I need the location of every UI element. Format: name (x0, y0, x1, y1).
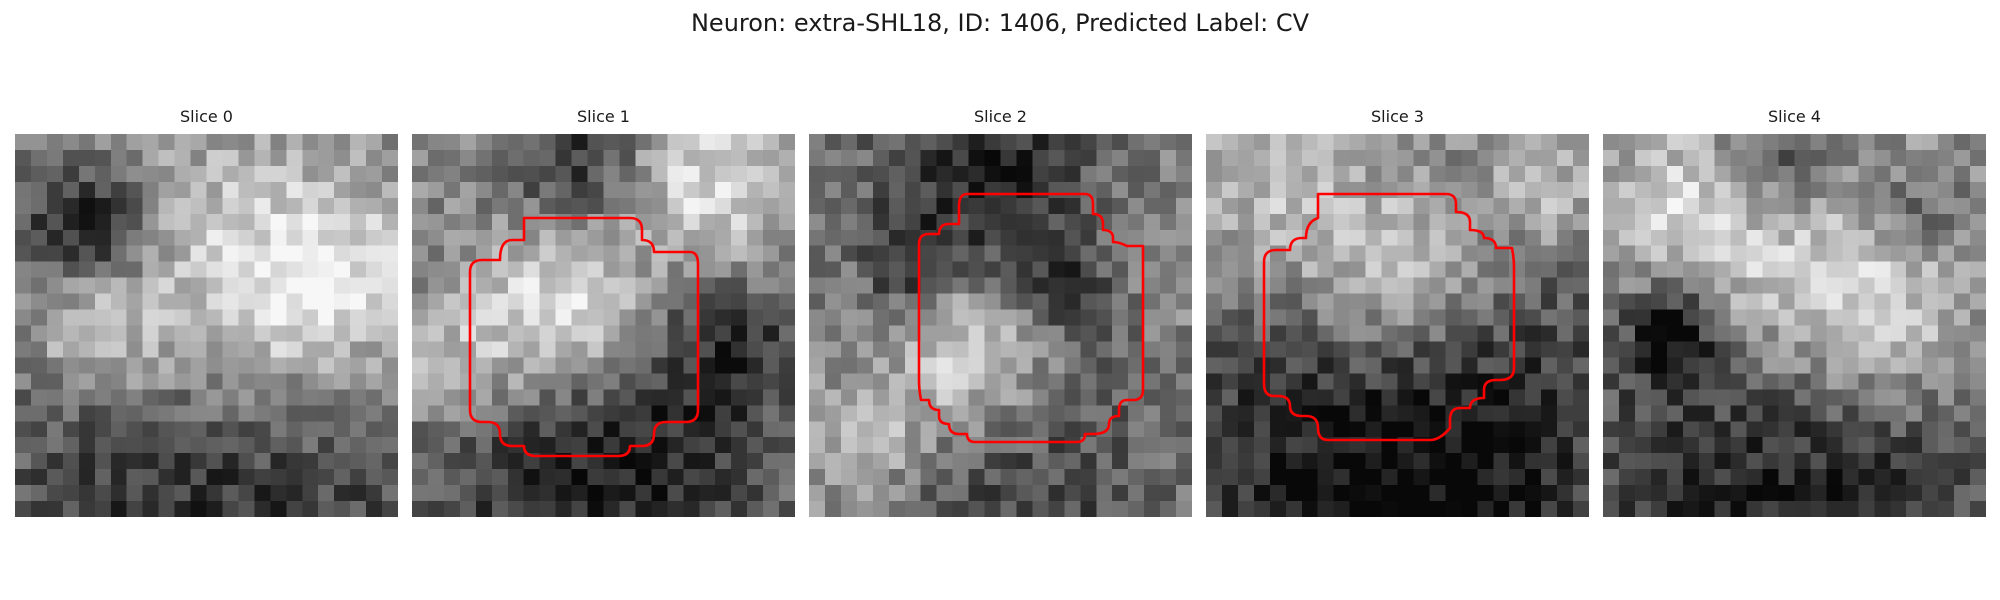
em-image-slice-2 (809, 134, 1192, 517)
segmentation-contour (1262, 192, 1516, 442)
slice-image (809, 134, 1192, 517)
slice-panel-4: Slice 4 (1603, 107, 1986, 517)
slice-title: Slice 2 (974, 107, 1027, 126)
slice-image (1603, 134, 1986, 517)
slice-image (412, 134, 795, 517)
em-image-slice-1 (412, 134, 795, 517)
em-image-slice-3 (1206, 134, 1589, 517)
segmentation-contour (917, 192, 1145, 444)
em-image-slice-0 (15, 134, 398, 517)
segmentation-contour (468, 216, 700, 458)
slice-image (1206, 134, 1589, 517)
slice-title: Slice 0 (180, 107, 233, 126)
figure-title: Neuron: extra-SHL18, ID: 1406, Predicted… (690, 9, 1310, 37)
slice-panel-3: Slice 3 (1206, 107, 1589, 517)
slice-title: Slice 3 (1371, 107, 1424, 126)
slice-panel-1: Slice 1 (412, 107, 795, 517)
slice-panel-0: Slice 0 (15, 107, 398, 517)
slice-title: Slice 1 (577, 107, 630, 126)
em-image-slice-4 (1603, 134, 1986, 517)
slice-title: Slice 4 (1768, 107, 1821, 126)
slice-panel-2: Slice 2 (809, 107, 1192, 517)
slice-image (15, 134, 398, 517)
